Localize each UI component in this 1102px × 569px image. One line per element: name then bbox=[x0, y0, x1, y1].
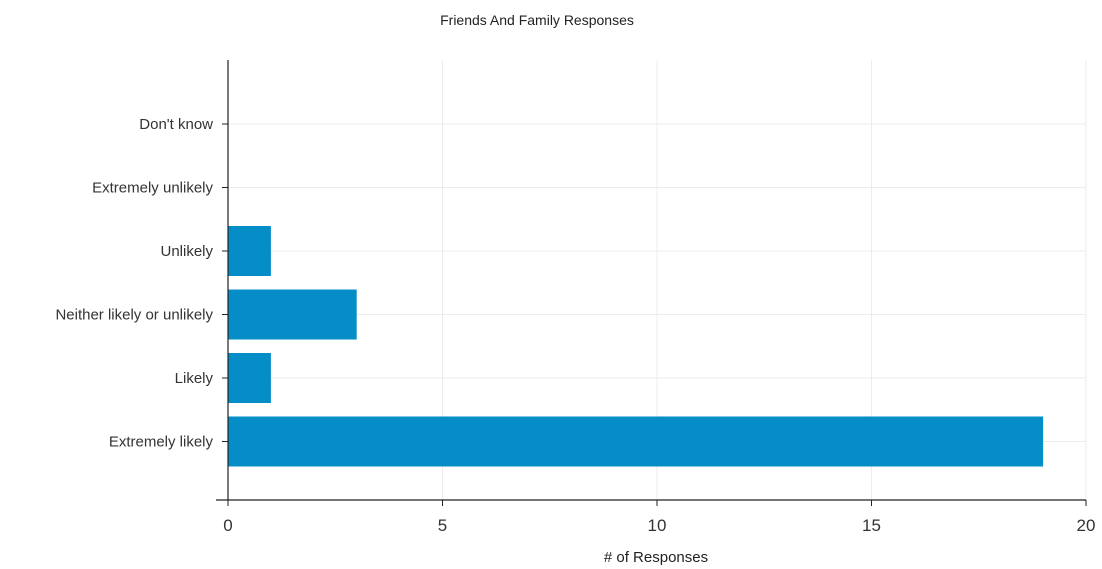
x-tick-label: 5 bbox=[438, 516, 447, 535]
chart-title: Friends And Family Responses bbox=[440, 12, 634, 28]
x-tick-label: 20 bbox=[1077, 516, 1096, 535]
category-label: Extremely likely bbox=[109, 434, 214, 451]
bar bbox=[228, 289, 357, 340]
bar bbox=[228, 353, 271, 403]
x-tick-label: 15 bbox=[862, 516, 881, 535]
category-label: Likely bbox=[175, 370, 214, 387]
category-label: Neither likely or unlikely bbox=[55, 307, 213, 324]
axes bbox=[216, 60, 1086, 501]
x-tick-labels: 0 5 10 15 20 bbox=[223, 516, 1095, 535]
category-label: Unlikely bbox=[160, 243, 213, 260]
x-tick-label: 10 bbox=[648, 516, 667, 535]
category-labels: Don't know Extremely unlikely Unlikely Neit… bbox=[55, 116, 213, 451]
x-axis-title: # of Responses bbox=[604, 549, 708, 566]
category-label: Don't know bbox=[139, 116, 213, 133]
bar bbox=[228, 416, 1044, 467]
category-label: Extremely unlikely bbox=[92, 180, 213, 197]
x-tick-label: 0 bbox=[223, 516, 232, 535]
bars bbox=[228, 226, 1044, 467]
bar bbox=[228, 226, 271, 276]
